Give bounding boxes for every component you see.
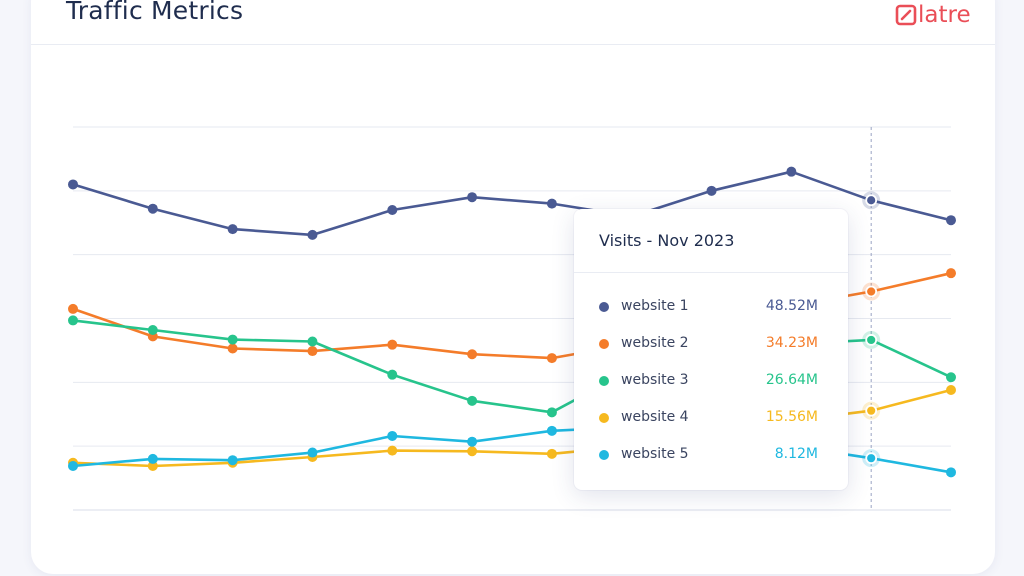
data-point [387, 445, 398, 456]
data-point [546, 198, 557, 209]
data-point [467, 446, 478, 457]
highlight-point [865, 334, 878, 346]
highlight-point [865, 285, 878, 298]
tooltip-series-name: website 5 [621, 446, 689, 462]
data-point [546, 425, 557, 436]
data-point [227, 224, 238, 235]
highlight-point [865, 404, 878, 417]
data-point [946, 372, 956, 383]
data-point [307, 336, 318, 347]
data-point [467, 436, 478, 447]
data-point [227, 343, 238, 354]
tooltip-row: website 3 26.64M [599, 371, 818, 391]
card-header: Traffic Metrics latre [31, 0, 995, 45]
tooltip-series-value: 48.52M [765, 298, 818, 314]
tooltip-row: website 4 15.56M [599, 408, 818, 428]
data-point [786, 166, 797, 177]
data-point [546, 448, 557, 459]
data-point [387, 369, 398, 380]
data-point [68, 303, 78, 314]
data-point [147, 460, 158, 471]
data-point [946, 215, 956, 226]
data-point [68, 179, 78, 190]
legend-dot-icon [599, 302, 609, 312]
legend-dot-icon [599, 376, 609, 386]
data-point [387, 204, 398, 215]
highlight-point [865, 194, 878, 207]
data-point [307, 447, 318, 458]
data-point [227, 334, 238, 345]
tooltip-series-name: website 4 [621, 409, 689, 425]
brand-logo: latre [895, 2, 971, 28]
data-point [147, 324, 158, 335]
tooltip-series-name: website 3 [621, 372, 689, 388]
legend-dot-icon [599, 450, 609, 460]
tooltip-title: Visits - Nov 2023 [599, 231, 735, 250]
data-point [387, 339, 398, 350]
series-line [71, 170, 953, 237]
data-point [387, 430, 398, 441]
data-point [467, 192, 478, 203]
data-point [467, 395, 478, 406]
tooltip-series-name: website 1 [621, 298, 689, 314]
data-point [147, 453, 158, 464]
tooltip-series-value: 26.64M [765, 372, 818, 388]
tooltip-series-value: 15.56M [765, 409, 818, 425]
highlight-point [865, 452, 878, 465]
tooltip-row: website 2 34.23M [599, 334, 818, 354]
tooltip-row: website 5 8.12M [599, 445, 818, 465]
data-point [467, 349, 478, 360]
legend-dot-icon [599, 339, 609, 349]
data-point [307, 346, 318, 357]
logo-mark-icon [895, 4, 917, 26]
tooltip-series-value: 34.23M [765, 335, 818, 351]
chart-tooltip: Visits - Nov 2023 website 1 48.52M websi… [574, 209, 848, 490]
logo-text: latre [918, 2, 971, 28]
data-point [307, 229, 318, 240]
data-point [68, 315, 78, 326]
tooltip-series-value: 8.12M [774, 446, 818, 462]
data-point [147, 203, 158, 214]
data-point [946, 384, 956, 395]
tooltip-divider [574, 272, 848, 273]
data-point [227, 455, 238, 466]
tooltip-series-name: website 2 [621, 335, 689, 351]
data-point [546, 353, 557, 364]
page-title: Traffic Metrics [66, 0, 244, 25]
tooltip-row: website 1 48.52M [599, 297, 818, 317]
data-point [946, 467, 956, 478]
legend-dot-icon [599, 413, 609, 423]
data-point [546, 407, 557, 418]
data-point [68, 460, 78, 471]
data-point [706, 185, 717, 196]
data-point [946, 268, 956, 279]
